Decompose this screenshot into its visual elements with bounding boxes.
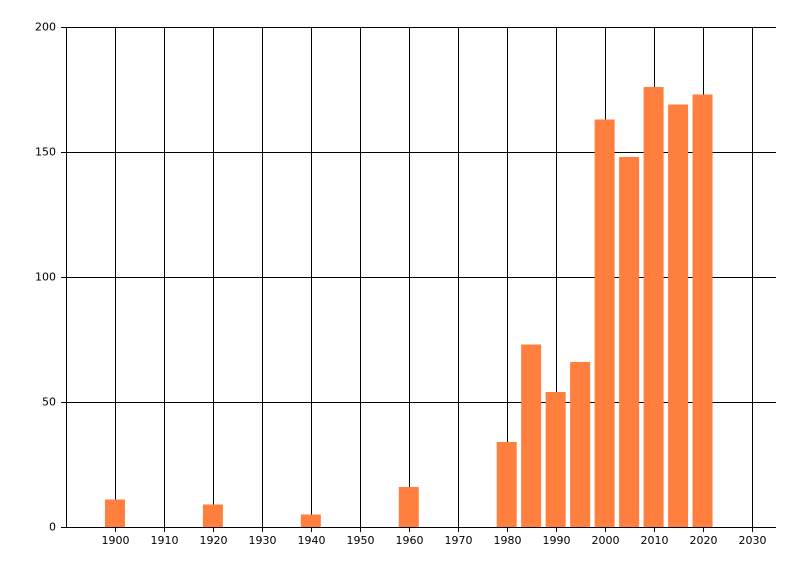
x-tick-label: 2010 bbox=[641, 534, 669, 547]
x-tick-label: 1920 bbox=[200, 534, 228, 547]
x-tick-label: 2020 bbox=[690, 534, 718, 547]
x-tick-label: 2000 bbox=[592, 534, 620, 547]
x-tick-label: 1900 bbox=[102, 534, 130, 547]
x-tick-label: 1950 bbox=[347, 534, 375, 547]
bar bbox=[496, 442, 517, 527]
bar bbox=[202, 504, 223, 527]
x-tick-label: 1970 bbox=[445, 534, 473, 547]
y-tick-label: 150 bbox=[35, 146, 56, 159]
y-tick-label: 200 bbox=[35, 21, 56, 34]
bar bbox=[619, 157, 640, 527]
y-tick-label: 0 bbox=[49, 521, 56, 534]
x-tick-label: 1990 bbox=[543, 534, 571, 547]
bar bbox=[570, 362, 591, 527]
bar bbox=[521, 344, 542, 527]
x-tick-label: 1940 bbox=[298, 534, 326, 547]
bar bbox=[545, 392, 566, 527]
bar bbox=[643, 87, 664, 527]
x-tick-label: 1930 bbox=[249, 534, 277, 547]
x-tick-label: 1980 bbox=[494, 534, 522, 547]
bar bbox=[398, 487, 419, 527]
x-tick-label: 2030 bbox=[739, 534, 767, 547]
bar bbox=[668, 104, 689, 527]
x-tick-label: 1910 bbox=[151, 534, 179, 547]
bar bbox=[300, 514, 321, 527]
bar bbox=[104, 499, 125, 527]
x-tick-label: 1960 bbox=[396, 534, 424, 547]
bar bbox=[692, 94, 713, 527]
y-tick-label: 50 bbox=[42, 396, 56, 409]
y-tick-label: 100 bbox=[35, 271, 56, 284]
bar bbox=[594, 119, 615, 527]
